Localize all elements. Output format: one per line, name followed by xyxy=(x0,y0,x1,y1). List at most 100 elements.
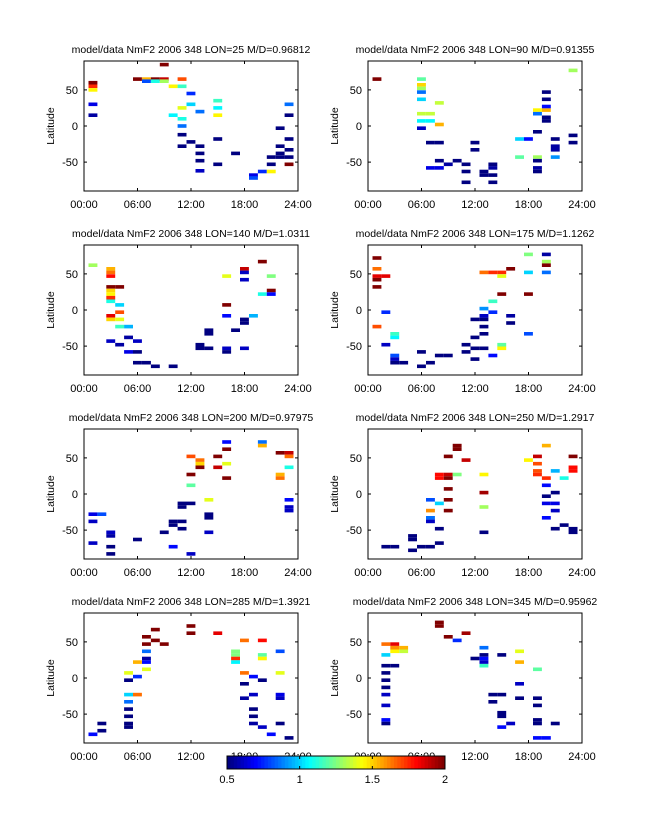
data-cell xyxy=(461,350,471,354)
data-cell xyxy=(124,335,133,340)
data-cell xyxy=(390,645,400,650)
data-cell xyxy=(284,155,294,159)
colorbar-segment xyxy=(315,756,320,769)
data-cell xyxy=(275,144,285,148)
x-tick-label: 00:00 xyxy=(354,199,382,211)
axes-frame xyxy=(83,428,299,560)
y-tick-label: -50 xyxy=(346,709,362,721)
data-cell xyxy=(390,353,400,358)
data-cell xyxy=(106,295,116,300)
data-cell xyxy=(479,346,489,351)
data-cell xyxy=(195,465,205,470)
colorbar-segment xyxy=(434,756,439,769)
x-tick-label: 12:00 xyxy=(177,567,205,579)
subplot-6: model/data NmF2 2006 348 LON=250 M/D=1.2… xyxy=(329,412,596,579)
colorbar-segment xyxy=(308,756,313,769)
data-cell xyxy=(550,508,560,513)
data-cell xyxy=(275,472,285,477)
colorbar-segment xyxy=(397,756,402,769)
colorbar-segment xyxy=(414,756,419,769)
data-cell xyxy=(470,140,480,145)
data-cell xyxy=(461,631,471,635)
colorbar-segment xyxy=(281,756,286,769)
data-cell xyxy=(257,443,267,448)
data-cell xyxy=(168,519,178,524)
data-cell xyxy=(222,346,232,351)
data-cell xyxy=(399,360,409,365)
data-cell xyxy=(443,353,453,358)
x-tick-label: 24:00 xyxy=(568,751,596,763)
data-cell xyxy=(275,451,285,455)
x-tick-label: 12:00 xyxy=(461,383,489,395)
data-cell xyxy=(142,656,151,661)
data-cell xyxy=(381,678,391,682)
data-cell xyxy=(159,530,169,535)
y-axis-label: Latitude xyxy=(329,107,341,145)
data-cell xyxy=(231,151,240,156)
data-cell xyxy=(515,660,524,664)
y-tick-label: -50 xyxy=(62,709,78,721)
data-cell xyxy=(550,526,560,531)
colorbar-segment xyxy=(359,756,364,769)
data-cell xyxy=(124,714,133,719)
y-axis-label: Latitude xyxy=(45,659,57,697)
data-cell xyxy=(231,660,240,664)
data-cell xyxy=(399,645,409,650)
data-cell xyxy=(124,725,133,729)
data-cell xyxy=(124,721,133,726)
data-cell xyxy=(497,653,507,657)
colorbar-tick-label: 0.5 xyxy=(219,774,234,786)
data-cell xyxy=(488,299,498,304)
data-cell xyxy=(195,158,205,163)
x-tick-label: 00:00 xyxy=(70,383,98,395)
data-cell xyxy=(497,270,507,275)
x-tick-label: 00:00 xyxy=(70,567,98,579)
colorbar-segment xyxy=(261,756,265,769)
data-cell xyxy=(257,169,267,174)
data-cell xyxy=(533,718,542,722)
data-cell xyxy=(249,176,258,180)
data-cell xyxy=(434,620,444,625)
data-cell xyxy=(479,663,489,668)
data-cell xyxy=(106,317,116,322)
data-cell xyxy=(142,79,151,83)
data-cell xyxy=(115,342,125,347)
x-tick-label: 24:00 xyxy=(568,383,596,395)
data-cell xyxy=(488,353,498,358)
data-cell xyxy=(541,516,551,520)
data-cell xyxy=(381,642,391,646)
data-cell xyxy=(470,656,480,661)
x-tick-label: 06:00 xyxy=(408,567,436,579)
data-cell xyxy=(124,678,133,682)
colorbar-segment xyxy=(237,756,242,769)
data-cell xyxy=(124,707,133,711)
data-cell xyxy=(372,256,382,260)
x-tick-label: 24:00 xyxy=(568,199,596,211)
data-cell xyxy=(249,173,258,177)
y-tick-label: -50 xyxy=(62,341,78,353)
data-cell xyxy=(213,113,223,117)
y-tick-label: -50 xyxy=(346,525,362,537)
data-cell xyxy=(541,736,551,740)
colorbar-segment xyxy=(366,756,371,769)
data-cell xyxy=(443,635,453,639)
x-tick-label: 00:00 xyxy=(70,751,98,763)
data-cell xyxy=(186,454,196,459)
data-cell xyxy=(470,357,480,361)
data-cell xyxy=(372,285,382,289)
data-cell xyxy=(417,126,426,130)
data-cell xyxy=(541,259,551,264)
data-cell xyxy=(559,476,569,480)
colorbar-segment xyxy=(322,756,327,769)
x-tick-label: 12:00 xyxy=(461,751,489,763)
colorbar: 0.5 1 1.5 2 xyxy=(219,755,448,786)
colorbar-tick-label: 1 xyxy=(297,774,303,786)
colorbar-segment xyxy=(407,756,412,769)
data-cell xyxy=(515,649,524,654)
data-cell xyxy=(568,465,578,470)
data-cell xyxy=(461,169,471,174)
data-cell xyxy=(133,674,142,679)
data-cell xyxy=(568,530,578,535)
data-cell xyxy=(488,166,498,170)
